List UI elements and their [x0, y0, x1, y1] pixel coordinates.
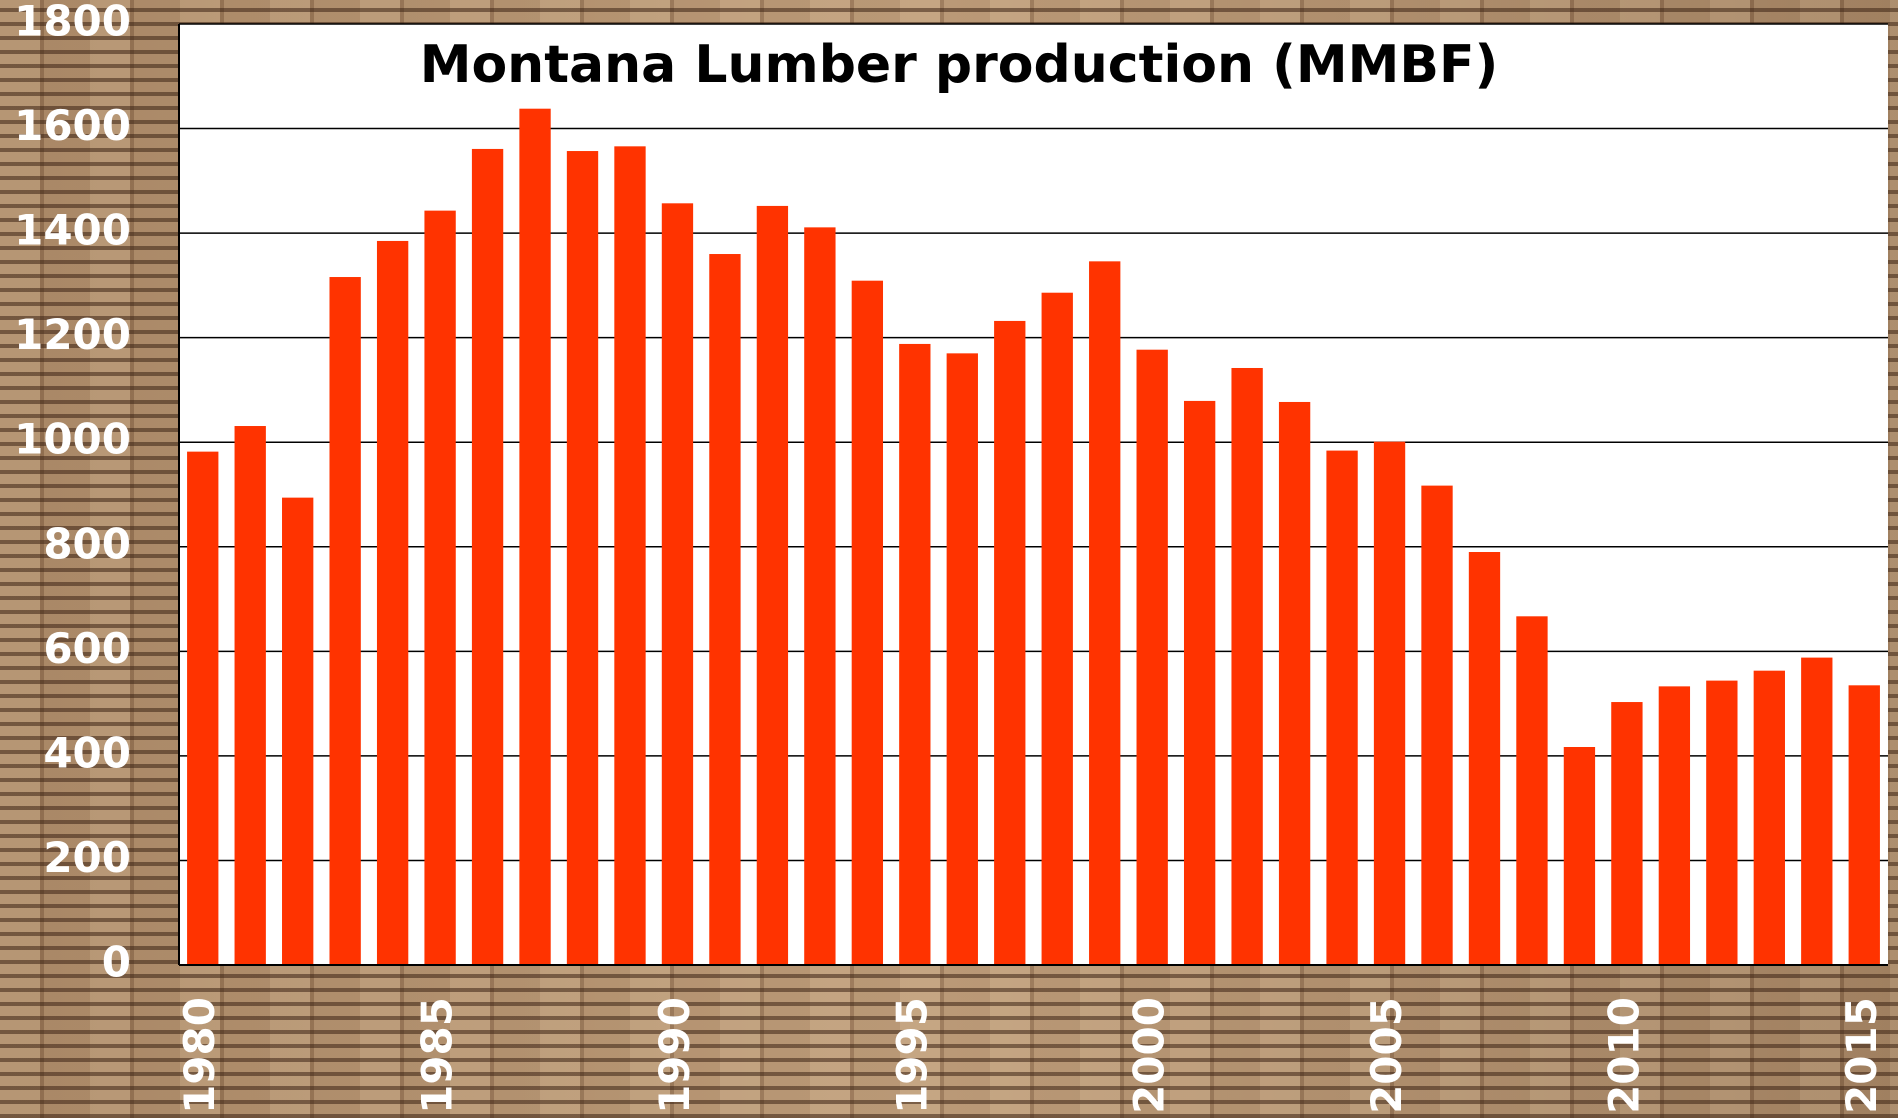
- x-tick-label: 2010: [1599, 997, 1648, 1114]
- bar: [234, 426, 266, 965]
- y-tick-label: 1400: [14, 206, 131, 255]
- bar: [566, 151, 599, 965]
- bar: [1136, 349, 1168, 965]
- y-tick-label: 600: [43, 624, 131, 673]
- x-tick-label: 2015: [1837, 997, 1886, 1114]
- y-tick-label: 1200: [14, 310, 131, 359]
- bar: [376, 240, 409, 966]
- bar: [1658, 686, 1691, 965]
- x-tick-label: 1980: [175, 997, 224, 1114]
- bar: [1753, 670, 1785, 965]
- y-tick-label: 1800: [14, 0, 131, 46]
- bar: [1373, 441, 1406, 965]
- bar: [519, 108, 551, 965]
- x-tick-label: 1990: [650, 997, 699, 1114]
- bar: [1278, 401, 1311, 965]
- x-tick-label: 1985: [413, 997, 462, 1114]
- bar: [756, 205, 789, 966]
- x-tick-label: 2000: [1125, 997, 1174, 1114]
- bar: [1041, 292, 1073, 965]
- bar: [1706, 680, 1738, 965]
- bar: [1563, 747, 1596, 965]
- bar: [1516, 616, 1548, 965]
- bar: [1183, 400, 1216, 965]
- bar: [282, 497, 314, 965]
- bar: [614, 146, 646, 965]
- bar: [1231, 367, 1263, 965]
- bar: [1848, 685, 1880, 965]
- bar: [994, 320, 1026, 966]
- x-tick-label: 2005: [1362, 997, 1411, 1114]
- bar: [1089, 261, 1121, 965]
- y-tick-label: 800: [43, 519, 131, 568]
- x-tick-label: 1995: [887, 997, 936, 1114]
- bar: [329, 277, 361, 966]
- bar: [851, 280, 884, 965]
- y-tick-label: 1000: [14, 415, 131, 464]
- bar: [946, 353, 978, 966]
- bar: [187, 451, 219, 966]
- bar: [471, 148, 504, 965]
- bar: [1468, 552, 1501, 965]
- chart-title: Montana Lumber production (MMBF): [420, 35, 1499, 95]
- bar: [424, 210, 456, 966]
- y-tick-label: 200: [43, 833, 131, 882]
- plot-area: [179, 24, 1888, 965]
- bar: [1801, 657, 1833, 965]
- y-tick-label: 400: [43, 728, 131, 777]
- bar: [709, 254, 741, 965]
- bar: [899, 343, 931, 965]
- bar: [1326, 450, 1358, 965]
- y-tick-label: 0: [102, 938, 131, 987]
- bar: [1611, 702, 1643, 965]
- bar: [1421, 485, 1453, 965]
- y-tick-label: 1600: [14, 101, 131, 150]
- bar: [661, 203, 694, 966]
- bar: [804, 227, 836, 966]
